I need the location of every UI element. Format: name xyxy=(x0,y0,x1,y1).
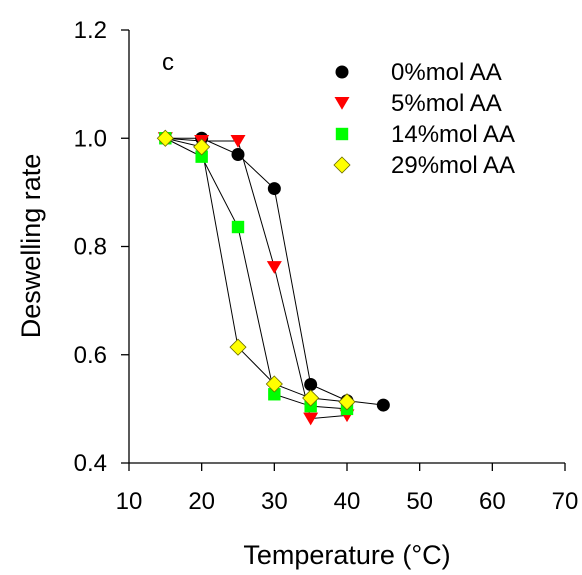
panel-label: c xyxy=(162,49,174,76)
series-line-1 xyxy=(165,137,348,420)
y-axis-title: Deswelling rate xyxy=(16,154,46,339)
legend: 0%mol AA 5%mol AA 14%mol AA 29%mol AA xyxy=(333,59,515,179)
data-point-series-2 xyxy=(195,150,208,163)
legend-label: 14%mol AA xyxy=(391,121,515,148)
data-point-series-3 xyxy=(229,338,247,356)
data-point-series-2 xyxy=(268,388,281,401)
x-tick-label: 20 xyxy=(188,488,215,515)
data-point-series-1 xyxy=(230,134,246,148)
legend-marker-2 xyxy=(335,127,349,141)
legend-label: 0%mol AA xyxy=(391,59,502,86)
legend-marker-3 xyxy=(333,156,351,174)
y-tick-label: 0.6 xyxy=(74,342,107,369)
data-point-series-3 xyxy=(193,138,211,156)
x-tick-label: 40 xyxy=(334,488,361,515)
legend-label: 5%mol AA xyxy=(391,90,502,117)
data-point-series-1 xyxy=(266,261,282,274)
axes: 10 20 30 40 50 60 70 0.4 0.6 0.8 1.0 1.2 xyxy=(74,17,579,515)
x-tick-label: 70 xyxy=(552,488,579,515)
series-line-3 xyxy=(165,137,348,403)
data-point-series-0 xyxy=(304,378,318,392)
y-tick-label: 0.8 xyxy=(74,234,107,261)
legend-marker-0 xyxy=(335,65,349,79)
data-point-series-3 xyxy=(156,129,174,147)
series-markers xyxy=(156,129,390,426)
series-line-2 xyxy=(165,137,348,410)
legend-marker-1 xyxy=(334,97,350,110)
data-point-series-3 xyxy=(302,389,320,407)
data-point-series-1 xyxy=(303,412,319,426)
x-tick-label: 50 xyxy=(406,488,433,515)
data-point-series-2 xyxy=(231,220,245,234)
x-tick-label: 10 xyxy=(116,488,143,515)
x-tick-label: 30 xyxy=(261,488,288,515)
data-point-series-3 xyxy=(265,375,283,393)
x-tick-label: 60 xyxy=(479,488,506,515)
x-axis-title: Temperature (°C) xyxy=(243,540,450,570)
legend-label: 29%mol AA xyxy=(391,152,515,179)
data-point-series-0 xyxy=(376,398,390,412)
data-point-series-3 xyxy=(338,393,356,411)
y-tick-label: 1.2 xyxy=(74,17,107,44)
data-point-series-0 xyxy=(231,147,245,161)
data-point-series-0 xyxy=(267,182,281,196)
y-tick-label: 1.0 xyxy=(74,125,107,152)
y-tick-label: 0.4 xyxy=(74,450,107,477)
